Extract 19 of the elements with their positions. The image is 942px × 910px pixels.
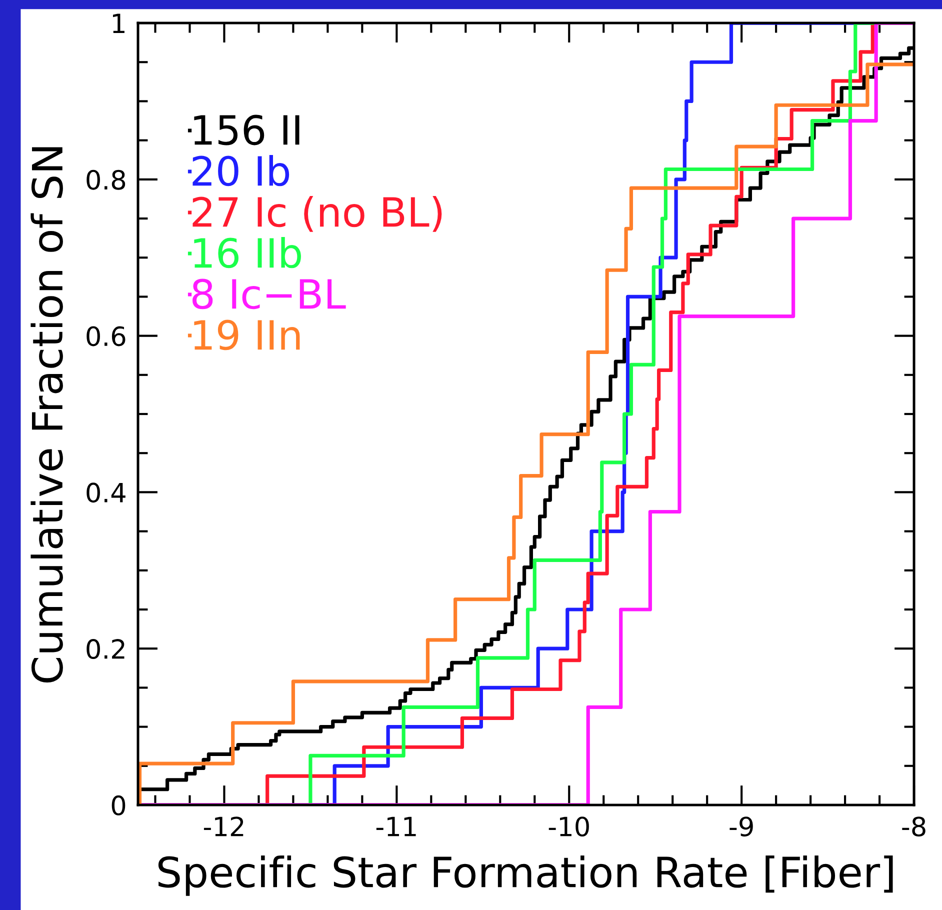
legend-label: 156 II [194, 114, 300, 146]
y-tick-label: 0.2 [86, 639, 124, 659]
x-tick-label: -8 [902, 816, 926, 837]
x-tick-label: -9 [730, 816, 753, 837]
y-axis-title: Cumulative Fraction of SN [30, 147, 63, 682]
x-tick-label: -11 [376, 816, 416, 836]
legend-label: 19 IIn [194, 320, 300, 350]
y-tick-label: 0.4 [86, 482, 126, 503]
x-axis-title: Specific Star Formation Rate [Fiber] [158, 856, 893, 896]
legend-label: 8 Ic−BL [192, 278, 346, 310]
legend-label: 16 IIb [194, 236, 301, 268]
x-tick-label: -12 [204, 816, 244, 836]
legend-label: 20 Ib [192, 155, 290, 186]
legend-label: 27 Ic (no BL) [192, 196, 442, 232]
x-tick-label: -10 [548, 816, 589, 837]
y-tick-label: 0 [112, 795, 126, 816]
y-tick-label: 0.8 [86, 170, 126, 190]
y-tick-label: 0.6 [86, 326, 126, 346]
y-tick-label: 1 [113, 14, 124, 34]
